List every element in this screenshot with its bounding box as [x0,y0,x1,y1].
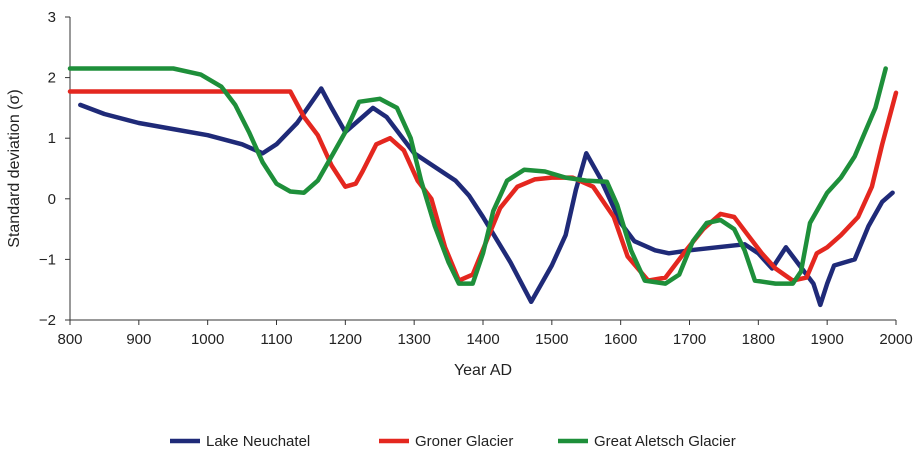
series-line-1 [78,86,895,308]
legend-label-1: Lake Neuchatel [206,433,310,450]
x-tick-label: 1600 [604,331,637,348]
x-tick-label: 1300 [397,331,430,348]
x-tick-label: 900 [126,331,151,348]
x-axis-title: Year AD [454,362,512,379]
x-tick-label: 2000 [879,331,912,348]
legend-label-2: Groner Glacier [415,433,513,450]
x-tick-label: 1100 [260,331,292,348]
y-axis: 3 2 1 0 −1 −2 [39,9,71,329]
y-tick-label: 3 [48,9,56,26]
series-layer [67,66,899,308]
x-tick-label: 1000 [191,331,224,348]
x-tick-label: 1500 [535,331,568,348]
series-line-3 [67,66,888,286]
y-tick-label: −1 [39,251,56,268]
y-tick-label: 0 [48,191,56,208]
legend-label-3: Great Aletsch Glacier [594,433,736,450]
x-tick-label: 1800 [742,331,775,348]
x-tick-label: 1900 [810,331,843,348]
y-axis-title: Standard deviation (σ) [6,89,23,247]
y-tick-label: −2 [39,312,56,329]
legend: Lake Neuchatel Groner Glacier Great Aletsc… [170,433,736,450]
x-tick-label: 1700 [673,331,706,348]
x-tick-label: 1200 [329,331,362,348]
x-tick-label: 800 [57,331,82,348]
x-axis: 800 900 1000 1100 1200 1300 1400 1500 1600 1700 18… [57,319,913,348]
x-tick-label: 1400 [466,331,499,348]
y-tick-label: 2 [48,70,56,87]
y-tick-label: 1 [48,130,56,147]
